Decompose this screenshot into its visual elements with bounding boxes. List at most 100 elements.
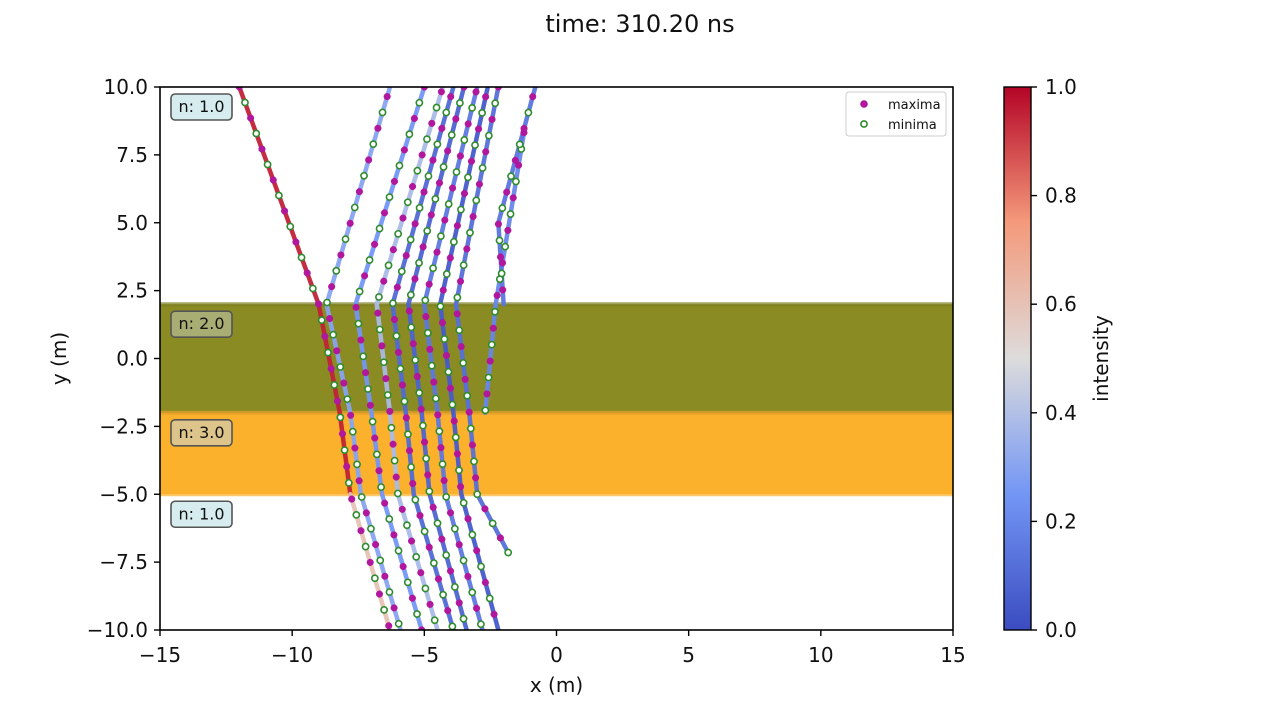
minima-point [478,108,487,117]
minima-point [507,172,515,181]
maxima-point [405,447,414,455]
minima-point [427,361,436,370]
y-axis-label: y (m) [47,332,71,385]
minima-point [470,457,478,466]
minima-point [406,290,415,299]
minima-point [388,299,397,308]
minima-point [367,524,375,533]
maxima-point [392,473,400,481]
minima-point [423,226,432,235]
colorbar-tick-label: 0.4 [1045,401,1077,425]
maxima-point [426,345,434,353]
minima-point [329,330,338,339]
maxima-point [398,505,406,513]
minima-point [504,548,513,557]
maxima-point [460,189,468,198]
minima-point [365,256,374,264]
x-tick-label: −10 [271,643,313,667]
minima-point [415,258,423,267]
minima-point [376,556,385,565]
maxima-point [389,246,397,254]
maxima-point [438,535,446,543]
maxima-point [269,176,277,184]
minima-point [411,356,420,365]
minima-point [355,287,364,296]
maxima-point [447,93,455,101]
minima-point [471,141,479,150]
maxima-point [475,180,483,188]
maxima-point [429,156,437,164]
maxima-point [450,417,458,425]
maxima-point [428,119,436,127]
layer-label-box-2 [170,418,233,447]
minima-point [350,203,359,212]
minima-point [429,559,438,567]
maxima-point [438,319,446,327]
maxima-point [440,476,448,485]
x-tick-label: −15 [139,643,181,667]
ray-8 [437,87,501,630]
maxima-point [402,414,410,422]
minima-point [323,298,331,307]
minima-point [286,222,295,231]
minima-point [477,620,485,629]
maxima-point [425,543,433,551]
maxima-point [446,254,454,262]
maxima-point [444,607,452,615]
minima-point [477,562,485,571]
maxima-point [410,114,418,123]
y-tick-label: 10.0 [103,75,148,99]
maxima-point [409,479,417,488]
maxima-point [446,384,454,392]
maxima-point [399,562,407,571]
minima-point [390,456,399,465]
minima-point [451,433,460,442]
minima-point [394,229,403,238]
maxima-point [481,505,489,513]
minima-point [484,373,493,382]
minima-point [368,417,377,426]
minima-point [387,423,396,432]
maxima-point [498,259,507,267]
colorbar-tick-label: 0.6 [1045,292,1077,316]
minima-point [394,619,403,628]
minima-point [449,237,458,246]
minima-point [361,542,370,551]
maxima-point [333,397,342,405]
maxima-point [509,194,517,202]
maxima-point [400,146,408,154]
minima-point [447,131,456,139]
maxima-point [352,303,360,311]
maxima-point [472,474,480,482]
minima-point [407,463,416,471]
layer-label-1: n: 2.0 [178,314,224,333]
maxima-point [493,291,501,300]
maxima-point [453,222,461,230]
minima-point [394,546,403,555]
minima-point [353,460,361,469]
minima-point [433,140,442,149]
maxima-point [390,177,399,185]
minima-point [457,205,465,214]
maxima-point [449,184,457,192]
minima-point [442,551,451,560]
minima-point [354,319,363,328]
maxima-point [366,401,374,409]
minima-point [472,196,481,205]
minima-point [415,98,424,107]
minima-point [370,574,379,583]
minima-point [453,293,462,302]
maxima-point [371,434,379,442]
minima-point [466,424,475,433]
layer-label-box-1 [170,310,233,339]
maxima-point [328,283,336,291]
maxima-point [433,248,441,256]
minima-point [442,270,451,278]
minima-point [430,616,439,625]
minima-point [357,493,366,501]
minima-point [411,495,420,504]
minima-point [506,210,515,218]
minima-point [444,367,453,376]
maxima-point [420,188,428,196]
maxima-point [417,405,425,413]
